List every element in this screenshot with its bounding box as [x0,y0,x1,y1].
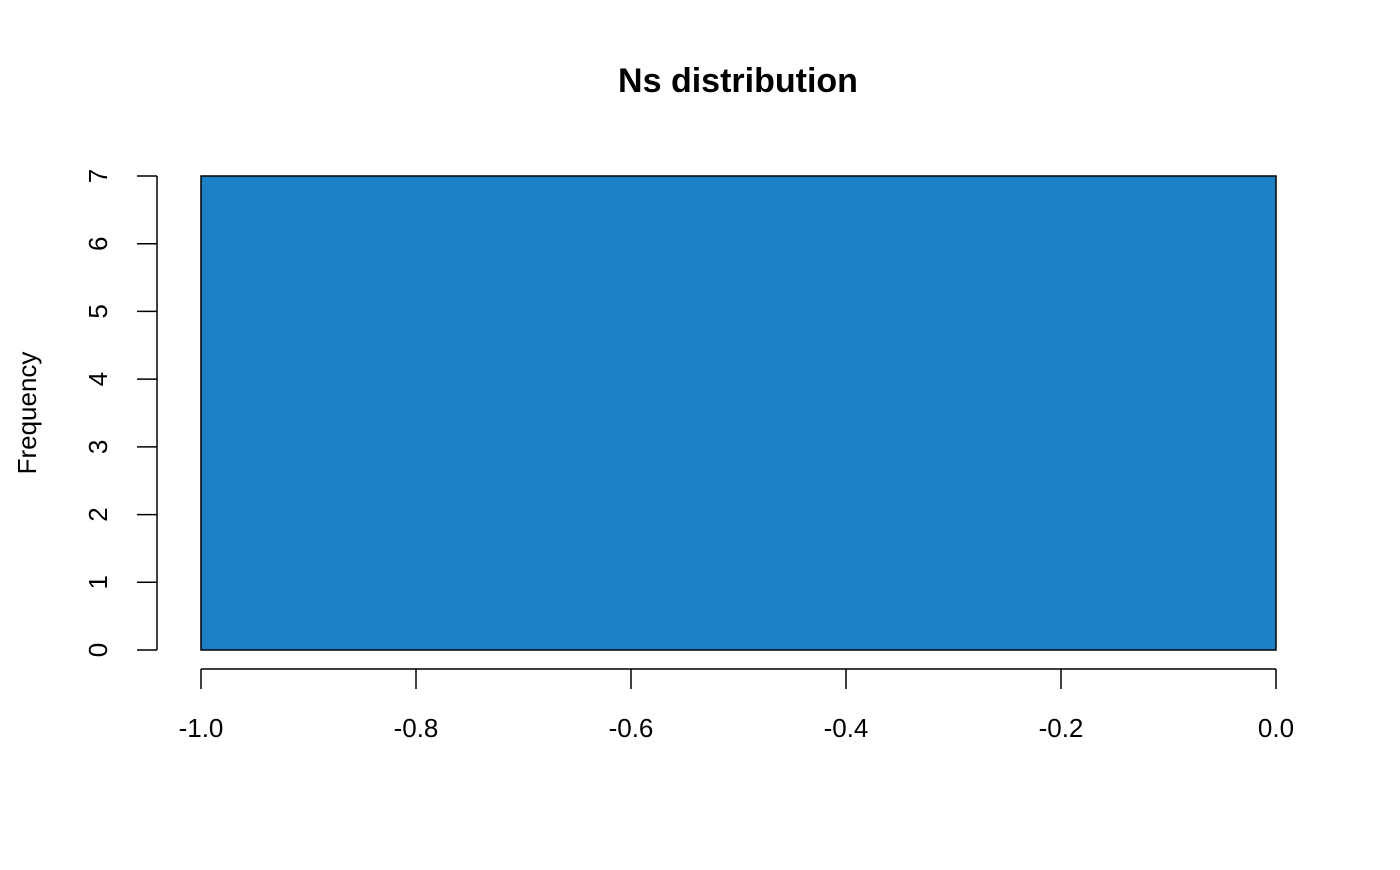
x-tick-label: -0.4 [824,713,869,743]
x-tick-label: 0.0 [1258,713,1294,743]
y-tick-label: 7 [83,169,113,183]
x-tick-label: -0.2 [1039,713,1084,743]
x-axis: -1.0 -0.8 -0.6 -0.4 -0.2 0.0 [179,668,1294,743]
y-tick-label: 1 [83,575,113,589]
x-tick-label: -0.8 [394,713,439,743]
y-axis-label: Frequency [12,352,42,475]
y-tick-label: 4 [83,372,113,386]
chart-title: Ns distribution [618,62,858,100]
y-tick-label: 0 [83,643,113,657]
y-tick-label: 2 [83,507,113,521]
y-axis: 0 1 2 3 4 5 6 7 [83,169,158,657]
x-tick-label: -0.6 [609,713,654,743]
histogram-bar [200,175,1277,651]
x-tick-label: -1.0 [179,713,224,743]
y-tick-label: 5 [83,304,113,318]
y-tick-label: 3 [83,440,113,454]
y-tick-label: 6 [83,236,113,250]
